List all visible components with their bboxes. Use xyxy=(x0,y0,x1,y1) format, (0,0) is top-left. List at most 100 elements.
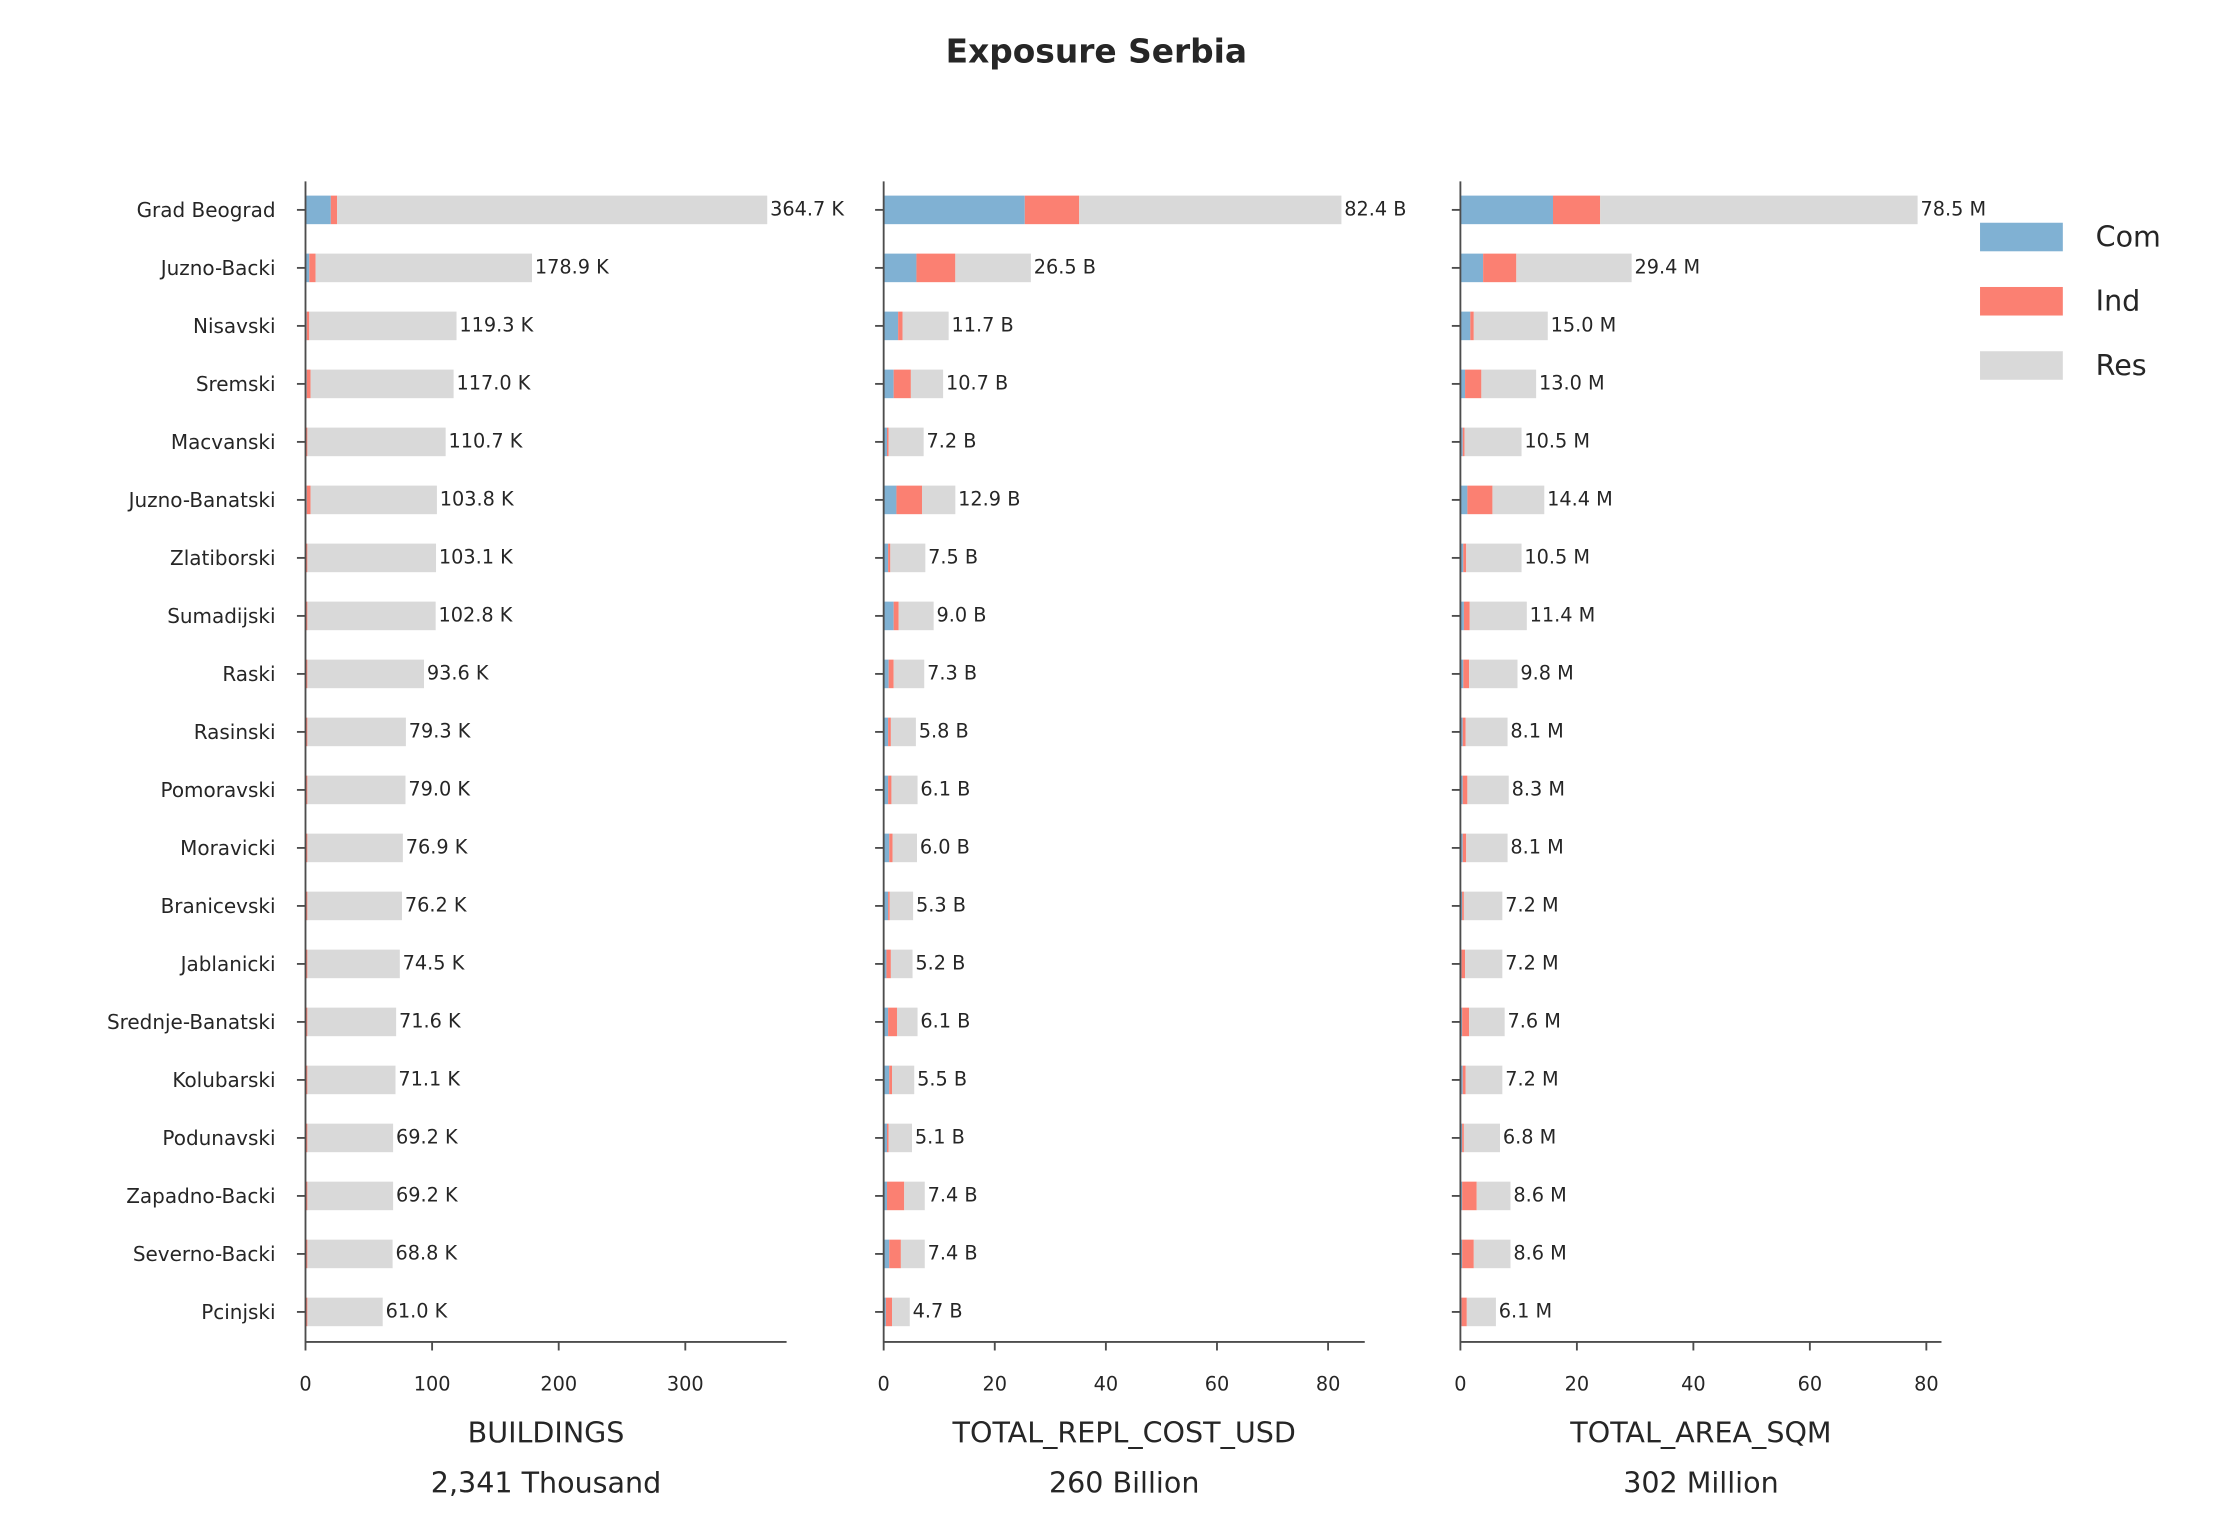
total-label: 7.6 M xyxy=(1508,1009,1561,1032)
bar-segment xyxy=(888,1123,912,1153)
bar-segment xyxy=(891,1065,915,1095)
category-label: Raski xyxy=(222,662,275,686)
bar-segment xyxy=(1460,369,1466,399)
bar-segment xyxy=(1467,485,1493,515)
bar-segment xyxy=(1460,311,1471,341)
bar-segment xyxy=(898,311,903,341)
bar-segment xyxy=(916,253,956,283)
bar-segment xyxy=(891,1297,910,1327)
bar-segment xyxy=(307,543,437,573)
bar-segment xyxy=(1460,659,1464,689)
total-label: 7.4 B xyxy=(928,1183,978,1206)
legend-swatch xyxy=(1980,351,2063,380)
bar-segment xyxy=(306,543,308,573)
x-tick-label: 0 xyxy=(299,1372,311,1395)
bar-segment xyxy=(1462,775,1468,805)
bar-segment xyxy=(306,369,311,399)
bar-segment xyxy=(898,601,934,631)
total-label: 93.6 K xyxy=(427,661,490,684)
bar-segment xyxy=(1460,427,1463,457)
bar-segment xyxy=(1463,891,1503,921)
bar-segment xyxy=(1465,369,1482,399)
bar-segment xyxy=(888,775,892,805)
bar-segment xyxy=(883,369,894,399)
bar-segment xyxy=(1024,195,1080,225)
bar-segment xyxy=(889,891,914,921)
x-tick-label: 20 xyxy=(1565,1372,1590,1395)
bar-segment xyxy=(890,543,926,573)
x-tick-label: 60 xyxy=(1205,1372,1230,1395)
total-label: 82.4 B xyxy=(1344,197,1406,220)
total-label: 8.1 M xyxy=(1510,719,1563,742)
bar-segment xyxy=(309,311,457,341)
bar-segment xyxy=(1462,1123,1464,1153)
x-tick-label: 60 xyxy=(1798,1372,1823,1395)
total-label: 78.5 M xyxy=(1920,197,1986,220)
bar-segment xyxy=(896,1007,918,1037)
bar-segment xyxy=(883,717,889,747)
bar-segment xyxy=(306,833,308,863)
total-label: 8.1 M xyxy=(1510,835,1563,858)
total-label: 7.5 B xyxy=(928,545,978,568)
bar-segment xyxy=(883,601,894,631)
bar-segment xyxy=(306,949,308,979)
bar-segment xyxy=(902,311,949,341)
bar-segment xyxy=(306,485,311,515)
bar-segment xyxy=(307,1181,394,1211)
bar-segment xyxy=(889,1239,901,1269)
bar-segment xyxy=(1465,1065,1503,1095)
bar-segment xyxy=(1460,253,1484,283)
x-axis-label: TOTAL_REPL_COST_USD xyxy=(952,1416,1296,1450)
bar-segment xyxy=(886,1123,889,1153)
bar-segment xyxy=(885,1297,892,1327)
bar-segment xyxy=(883,1239,890,1269)
category-label: Zlatiborski xyxy=(170,546,275,570)
total-label: 61.0 K xyxy=(386,1299,449,1322)
bar-segment xyxy=(1460,195,1554,225)
x-tick-label: 40 xyxy=(1094,1372,1119,1395)
bar-segment xyxy=(890,717,916,747)
category-label: Moravicki xyxy=(180,836,275,860)
total-label: 7.2 B xyxy=(927,429,977,452)
bar-segment xyxy=(892,833,917,863)
total-label: 5.2 B xyxy=(915,951,965,974)
bar-segment xyxy=(1516,253,1632,283)
total-label: 71.6 K xyxy=(399,1009,462,1032)
bar-segment xyxy=(1463,601,1470,631)
bar-segment xyxy=(310,485,437,515)
bar-segment xyxy=(888,891,890,921)
total-label: 14.4 M xyxy=(1547,487,1613,510)
category-label: Sremski xyxy=(196,372,276,396)
category-label: Kolubarski xyxy=(172,1068,275,1092)
bar-segment xyxy=(1600,195,1918,225)
x-tick-label: 80 xyxy=(1914,1372,1939,1395)
total-label: 119.3 K xyxy=(459,313,534,336)
bar-segment xyxy=(1470,311,1474,341)
total-label: 9.0 B xyxy=(937,603,987,626)
bar-segment xyxy=(306,1181,308,1211)
category-label: Branicevski xyxy=(161,894,276,918)
bar-segment xyxy=(310,369,454,399)
bar-segment xyxy=(306,717,308,747)
legend-swatch xyxy=(1980,222,2063,252)
total-label: 7.2 M xyxy=(1505,1067,1558,1090)
category-label: Pcinjski xyxy=(201,1300,275,1324)
bar-segment xyxy=(1462,833,1467,863)
bar-segment xyxy=(307,949,400,979)
bar-segment xyxy=(306,1239,308,1269)
bar-segment xyxy=(307,1123,394,1153)
total-label: 110.7 K xyxy=(449,429,524,452)
total-label: 11.4 M xyxy=(1530,603,1596,626)
bar-segment xyxy=(305,195,331,225)
bar-segment xyxy=(888,543,891,573)
bar-segment xyxy=(1464,427,1522,457)
bar-segment xyxy=(306,1297,308,1327)
total-label: 76.2 K xyxy=(405,893,468,916)
total-label: 79.0 K xyxy=(408,777,471,800)
bar-segment xyxy=(893,601,899,631)
bar-segment xyxy=(306,601,308,631)
bar-segment xyxy=(883,543,889,573)
total-label: 8.6 M xyxy=(1513,1183,1566,1206)
